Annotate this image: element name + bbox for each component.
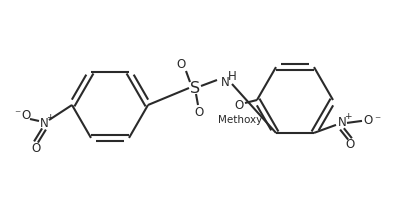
Text: N: N	[338, 116, 346, 129]
Text: Methoxy: Methoxy	[218, 115, 262, 125]
Text: N: N	[220, 75, 229, 88]
Text: O: O	[364, 114, 373, 127]
Text: O: O	[31, 142, 41, 155]
Text: O: O	[235, 98, 244, 112]
Text: H: H	[228, 70, 237, 83]
Text: O: O	[194, 106, 204, 119]
Text: ⁻: ⁻	[14, 109, 20, 122]
Text: Methoxy: Methoxy	[0, 196, 1, 197]
Text: ⁻: ⁻	[374, 114, 380, 127]
Text: O: O	[345, 138, 355, 151]
Text: S: S	[190, 81, 200, 96]
Text: +: +	[46, 112, 54, 122]
Text: O: O	[21, 109, 31, 122]
Text: N: N	[39, 116, 48, 129]
Text: O: O	[177, 58, 186, 71]
Text: +: +	[344, 112, 352, 121]
